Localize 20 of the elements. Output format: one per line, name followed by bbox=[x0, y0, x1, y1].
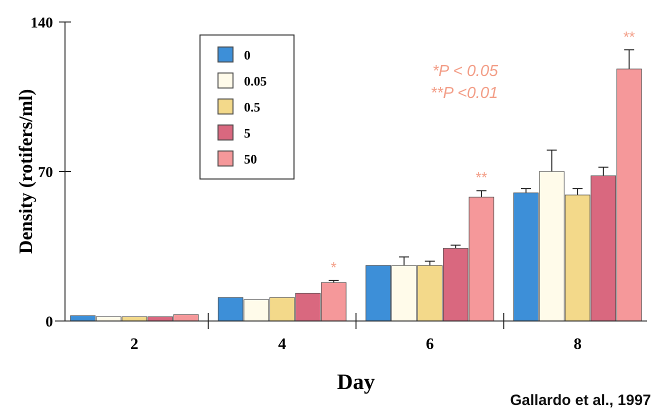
annotation: ** bbox=[623, 28, 636, 46]
annotation: **P <0.01 bbox=[430, 85, 498, 102]
x-tick-label: 6 bbox=[426, 336, 434, 353]
legend-label: 0.5 bbox=[244, 100, 261, 115]
y-tick-label: 140 bbox=[30, 15, 53, 32]
annotation: ** bbox=[476, 170, 488, 187]
legend-label: 0 bbox=[244, 48, 250, 63]
text: Gallardo et al., 1997 bbox=[510, 392, 651, 409]
y-tick-label: 0 bbox=[46, 314, 53, 330]
legend-label: 0.05 bbox=[244, 74, 268, 89]
legend-label: 50 bbox=[244, 152, 257, 167]
x-tick-label: 8 bbox=[574, 336, 582, 353]
annotation: * bbox=[330, 259, 337, 276]
x-axis-title: Day bbox=[337, 369, 375, 394]
x-tick-label: 2 bbox=[130, 336, 138, 353]
y-tick-label: 70 bbox=[38, 164, 53, 181]
y-axis-title: Density (rotifers/ml) bbox=[16, 89, 37, 254]
legend-label: 5 bbox=[244, 126, 251, 141]
x-tick-label: 4 bbox=[278, 336, 286, 353]
annotation: *P < 0.05 bbox=[432, 63, 498, 80]
